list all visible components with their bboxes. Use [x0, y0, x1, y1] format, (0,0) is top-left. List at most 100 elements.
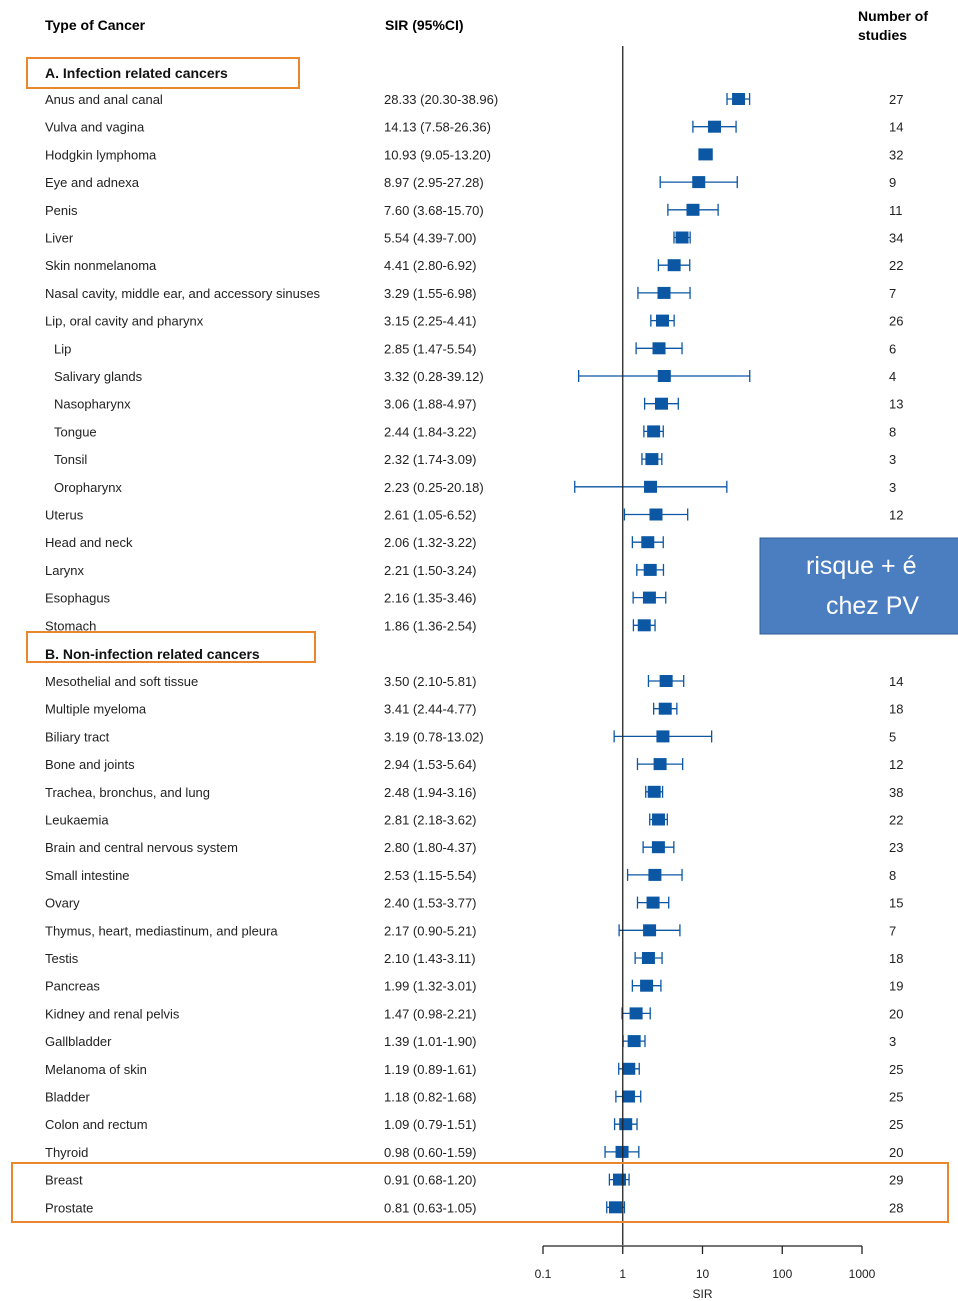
- row-label: Penis: [45, 203, 78, 218]
- row-label: Pancreas: [45, 979, 100, 994]
- row-esophagus: Esophagus 2.16 (1.35-3.46): [45, 591, 667, 606]
- row-multiple-myeloma: Multiple myeloma 3.41 (2.44-4.77) 18: [45, 702, 903, 717]
- point-estimate-marker: [641, 952, 655, 964]
- row-tongue: Tongue 2.44 (1.84-3.22) 8: [54, 424, 896, 439]
- row-sir-ci: 2.17 (0.90-5.21): [384, 923, 477, 938]
- row-label: Salivary glands: [54, 369, 143, 384]
- row-sir-ci: 2.81 (2.18-3.62): [384, 813, 477, 828]
- section-b-box: [26, 631, 316, 663]
- point-estimate-marker: [686, 203, 700, 216]
- row-label: Head and neck: [45, 535, 133, 550]
- row-studies: 20: [889, 1006, 903, 1021]
- row-studies: 15: [889, 896, 903, 911]
- row-sir-ci: 2.80 (1.80-4.37): [384, 840, 477, 855]
- row-studies: 7: [889, 923, 896, 938]
- note-callout: risque + é chez PV: [759, 537, 958, 635]
- note-line2: chez PV: [826, 592, 919, 620]
- row-label: Lip, oral cavity and pharynx: [45, 314, 204, 329]
- row-oropharynx: Oropharynx 2.23 (0.25-20.18) 3: [54, 480, 896, 495]
- row-label: Eye and adnexa: [45, 175, 140, 190]
- point-estimate-marker: [656, 730, 670, 743]
- point-estimate-marker: [637, 619, 651, 632]
- row-sir-ci: 2.32 (1.74-3.09): [384, 452, 477, 467]
- row-studies: 28: [889, 1200, 903, 1215]
- point-estimate-marker: [692, 176, 706, 189]
- row-studies: 34: [889, 231, 903, 246]
- row-studies: 14: [889, 674, 903, 689]
- row-label: Gallbladder: [45, 1034, 112, 1049]
- row-label: Lip: [54, 341, 71, 356]
- row-studies: 4: [889, 369, 896, 384]
- row-label: Uterus: [45, 508, 84, 523]
- row-studies: 18: [889, 951, 903, 966]
- point-estimate-marker: [648, 868, 662, 881]
- row-label: Thyroid: [45, 1145, 88, 1160]
- header-studies-line2: studies: [858, 27, 907, 43]
- point-estimate-marker: [627, 1035, 641, 1048]
- row-label: Mesothelial and soft tissue: [45, 674, 198, 689]
- row-colon-and-rectum: Colon and rectum 1.09 (0.79-1.51) 25: [45, 1117, 903, 1132]
- row-label: Nasal cavity, middle ear, and accessory …: [45, 286, 321, 301]
- point-estimate-marker: [621, 1090, 635, 1103]
- row-studies: 32: [889, 147, 903, 162]
- row-pancreas: Pancreas 1.99 (1.32-3.01) 19: [45, 979, 903, 994]
- point-estimate-marker: [653, 758, 667, 771]
- point-estimate-marker: [658, 702, 672, 715]
- row-label: Prostate: [45, 1200, 93, 1215]
- x-tick-label: 1000: [849, 1267, 876, 1281]
- section-a-label: A. Infection related cancers: [45, 65, 228, 81]
- row-sir-ci: 1.39 (1.01-1.90): [384, 1034, 477, 1049]
- row-leukaemia: Leukaemia 2.81 (2.18-3.62) 22: [45, 813, 903, 828]
- row-studies: 8: [889, 424, 896, 439]
- row-thymus-heart-mediastinum-and-pleura: Thymus, heart, mediastinum, and pleura 2.…: [45, 923, 896, 938]
- point-estimate-marker: [651, 841, 665, 854]
- row-studies: 7: [889, 286, 896, 301]
- x-tick-label: 100: [772, 1267, 792, 1281]
- row-label: Anus and anal canal: [45, 92, 163, 107]
- row-gallbladder: Gallbladder 1.39 (1.01-1.90) 3: [45, 1034, 896, 1049]
- row-sir-ci: 3.06 (1.88-4.97): [384, 397, 477, 412]
- row-label: Tongue: [54, 424, 97, 439]
- row-label: Small intestine: [45, 868, 130, 883]
- row-sir-ci: 2.94 (1.53-5.64): [384, 757, 477, 772]
- row-sir-ci: 2.85 (1.47-5.54): [384, 341, 477, 356]
- header-type-of-cancer: Type of Cancer: [45, 17, 146, 33]
- point-estimate-marker: [652, 342, 666, 355]
- point-estimate-marker: [652, 813, 666, 826]
- point-estimate-marker: [646, 896, 660, 909]
- row-larynx: Larynx 2.21 (1.50-3.24): [45, 563, 665, 578]
- row-sir-ci: 0.98 (0.60-1.59): [384, 1145, 477, 1160]
- row-sir-ci: 1.47 (0.98-2.21): [384, 1006, 477, 1021]
- row-sir-ci: 2.21 (1.50-3.24): [384, 563, 477, 578]
- row-vulva-and-vagina: Vulva and vagina 14.13 (7.58-26.36) 14: [45, 120, 903, 135]
- row-sir-ci: 2.40 (1.53-3.77): [384, 896, 477, 911]
- row-label: Liver: [45, 231, 74, 246]
- row-label: Larynx: [45, 563, 85, 578]
- point-estimate-marker: [642, 591, 656, 604]
- row-bone-and-joints: Bone and joints 2.94 (1.53-5.64) 12: [45, 757, 903, 772]
- row-label: Brain and central nervous system: [45, 840, 238, 855]
- section-b-label: B. Non-infection related cancers: [45, 646, 260, 662]
- row-label: Multiple myeloma: [45, 702, 147, 717]
- row-studies: 25: [889, 1090, 903, 1105]
- row-stomach: Stomach 1.86 (1.36-2.54): [45, 618, 656, 633]
- row-brain-and-central-nervous-system: Brain and central nervous system 2.80 (1.…: [45, 840, 903, 855]
- row-lip-oral-cavity-and-pharynx: Lip, oral cavity and pharynx 3.15 (2.25-4…: [45, 314, 903, 329]
- row-nasal-cavity-middle-ear-and-accessory-sinuses: Nasal cavity, middle ear, and accessory …: [45, 286, 896, 301]
- point-estimate-marker: [647, 425, 661, 438]
- point-estimate-marker: [619, 1118, 633, 1131]
- row-studies: 19: [889, 979, 903, 994]
- row-hodgkin-lymphoma: Hodgkin lymphoma 10.93 (9.05-13.20) 32: [45, 147, 903, 162]
- section-a: A. Infection related cancers: [26, 57, 300, 89]
- x-axis-label: SIR: [692, 1287, 712, 1301]
- row-thyroid: Thyroid 0.98 (0.60-1.59) 20: [45, 1145, 903, 1160]
- row-sir-ci: 7.60 (3.68-15.70): [384, 203, 484, 218]
- row-studies: 12: [889, 508, 903, 523]
- row-studies: 22: [889, 258, 903, 273]
- point-estimate-marker: [732, 93, 746, 105]
- row-sir-ci: 3.15 (2.25-4.41): [384, 314, 477, 329]
- section-a-box: [26, 57, 300, 89]
- section-b: B. Non-infection related cancers: [26, 631, 316, 663]
- point-estimate-marker: [647, 785, 661, 798]
- row-label: Vulva and vagina: [45, 120, 145, 135]
